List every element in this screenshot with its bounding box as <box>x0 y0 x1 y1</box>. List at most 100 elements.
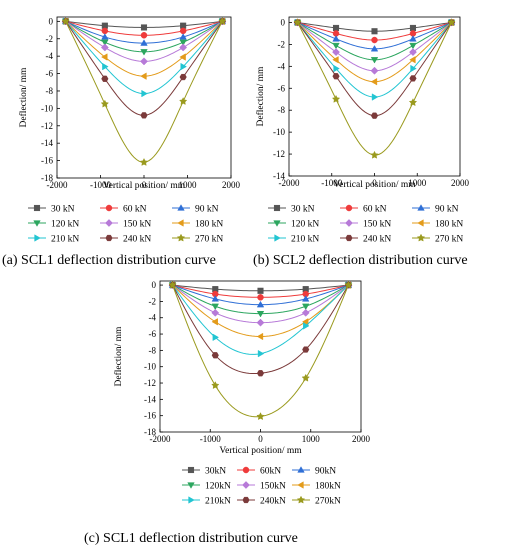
legend-marker <box>33 204 41 212</box>
data-point <box>139 157 149 166</box>
legend-marker <box>177 204 185 211</box>
legend-item: 90 kN <box>172 204 219 215</box>
data-point <box>257 349 265 358</box>
y-tick-label: -12 <box>41 121 53 131</box>
legend-marker <box>105 234 113 242</box>
data-point <box>180 62 187 71</box>
x-tick-label: 2000 <box>352 434 371 444</box>
data-point <box>293 18 302 27</box>
legend-label: 30kN <box>205 467 226 477</box>
x-tick-label: 1000 <box>408 178 427 188</box>
legend-item: 180 kN <box>172 219 223 230</box>
legend-item: 30 kN <box>268 205 315 215</box>
data-point <box>211 352 219 359</box>
legend-item: 120 kN <box>28 220 79 230</box>
legend-marker <box>296 495 306 504</box>
legend-item: 150 kN <box>340 219 391 230</box>
chart-panel-0: 0 -2 -4 -6 -8 -10 -12 -14 -16 -18-2000 -1000 0 1000 2… <box>18 16 241 244</box>
y-axis-label: Deflection/ mm <box>18 67 29 127</box>
legend-item: 150kN <box>237 481 286 492</box>
legend-item: 30kN <box>182 467 226 477</box>
data-point <box>410 64 417 73</box>
legend-label: 90 kN <box>195 205 219 215</box>
data-point <box>211 381 220 390</box>
chart-panel-2: 0 -2 -4 -6 -8 -10 -12 -14 -16 -18-2000 -1000 0 1000 2… <box>113 280 371 506</box>
legend-item: 60 kN <box>100 205 147 215</box>
data-point <box>140 57 148 66</box>
data-point <box>303 322 310 330</box>
legend-label: 150kN <box>260 482 286 492</box>
data-point <box>180 22 187 29</box>
x-tick-label: 0 <box>372 178 377 188</box>
x-axis-label: Vertical position/ mm <box>103 181 186 191</box>
legend-label: 270kN <box>315 497 341 507</box>
data-point <box>256 370 265 377</box>
x-tick-label: 0 <box>258 434 263 444</box>
data-point <box>409 24 417 32</box>
data-point <box>256 412 265 421</box>
legend-item: 120kN <box>182 482 231 492</box>
legend-label: 30 kN <box>291 205 315 215</box>
data-point <box>409 75 417 82</box>
legend-item: 90kN <box>292 466 336 477</box>
y-tick-label: -4 <box>46 51 54 61</box>
data-point <box>302 346 310 353</box>
data-point <box>100 43 109 52</box>
data-point <box>140 32 148 39</box>
data-point <box>61 16 70 25</box>
legend-marker <box>34 234 41 242</box>
y-tick-label: -14 <box>144 394 156 404</box>
legend-item: 270kN <box>292 495 341 507</box>
data-point <box>211 303 220 311</box>
data-point <box>331 94 341 103</box>
data-point <box>332 24 340 32</box>
legend-label: 120 kN <box>51 220 79 230</box>
y-axis-label: Deflection/ mm <box>255 66 266 126</box>
legend-label: 150 kN <box>123 220 151 230</box>
y-tick-label: -18 <box>41 173 53 183</box>
y-tick-label: -8 <box>46 86 54 96</box>
data-point <box>140 112 148 119</box>
x-tick-label: 2000 <box>222 180 241 190</box>
data-point <box>409 48 417 57</box>
legend-marker <box>105 219 113 227</box>
data-point <box>344 280 353 289</box>
legend-marker <box>242 496 250 504</box>
legend-label: 270 kN <box>195 235 223 245</box>
data-point <box>140 72 147 80</box>
y-tick-label: -18 <box>144 427 156 437</box>
legend-item: 180kN <box>292 481 341 492</box>
data-point <box>371 36 378 44</box>
data-point <box>140 24 148 31</box>
data-point <box>101 22 108 29</box>
legend-label: 210 kN <box>291 235 319 245</box>
data-point <box>332 42 340 50</box>
legend-marker <box>105 204 113 212</box>
data-point <box>212 333 220 342</box>
data-point <box>256 300 265 308</box>
x-tick-label: -2000 <box>279 178 300 188</box>
legend-label: 30 kN <box>51 205 75 215</box>
legend-marker <box>33 220 41 227</box>
y-tick-label: -12 <box>273 149 285 159</box>
data-point <box>333 64 340 73</box>
data-point <box>370 150 379 159</box>
data-point <box>179 39 187 47</box>
y-tick-label: -6 <box>46 69 54 79</box>
data-point <box>301 373 310 382</box>
legend-label: 150 kN <box>363 220 391 230</box>
legend-marker <box>274 234 281 242</box>
legend-marker <box>417 219 424 227</box>
y-tick-label: -6 <box>149 329 157 339</box>
data-point <box>179 43 188 52</box>
y-tick-label: -16 <box>41 156 53 166</box>
data-point <box>179 53 186 61</box>
chart-panel-1: 0 -2 -4 -6 -8 -10 -12 -14-2000 -1000 0 1000 2000 Ver… <box>255 16 470 245</box>
x-tick-label: -1000 <box>90 180 111 190</box>
legend-marker <box>417 204 425 211</box>
x-tick-label: -2000 <box>47 180 68 190</box>
legend-marker <box>345 204 353 212</box>
legend-marker <box>242 466 250 474</box>
legend-label: 90kN <box>315 467 336 477</box>
data-point <box>332 73 340 80</box>
